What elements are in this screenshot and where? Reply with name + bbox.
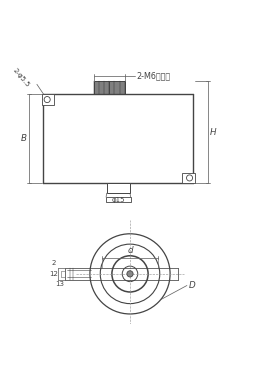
Text: 12: 12	[49, 271, 58, 277]
Circle shape	[127, 271, 133, 277]
Text: 2-M6内螺纹: 2-M6内螺纹	[136, 71, 171, 80]
Text: 13: 13	[55, 281, 64, 287]
Bar	[107, 183, 130, 193]
Bar	[183, 172, 195, 183]
Text: H: H	[210, 128, 217, 137]
Bar	[42, 94, 54, 105]
Text: B: B	[21, 134, 27, 143]
Circle shape	[112, 256, 148, 292]
Circle shape	[44, 97, 50, 103]
Circle shape	[90, 234, 170, 314]
Bar	[106, 197, 131, 202]
Text: φ15: φ15	[112, 197, 125, 203]
Circle shape	[100, 244, 160, 304]
Bar	[94, 81, 125, 94]
Circle shape	[122, 266, 138, 282]
Text: 2-φ5.5: 2-φ5.5	[12, 67, 31, 88]
Text: 2: 2	[51, 261, 56, 266]
Text: d: d	[127, 246, 133, 255]
Text: D: D	[189, 281, 196, 290]
Circle shape	[186, 175, 193, 181]
